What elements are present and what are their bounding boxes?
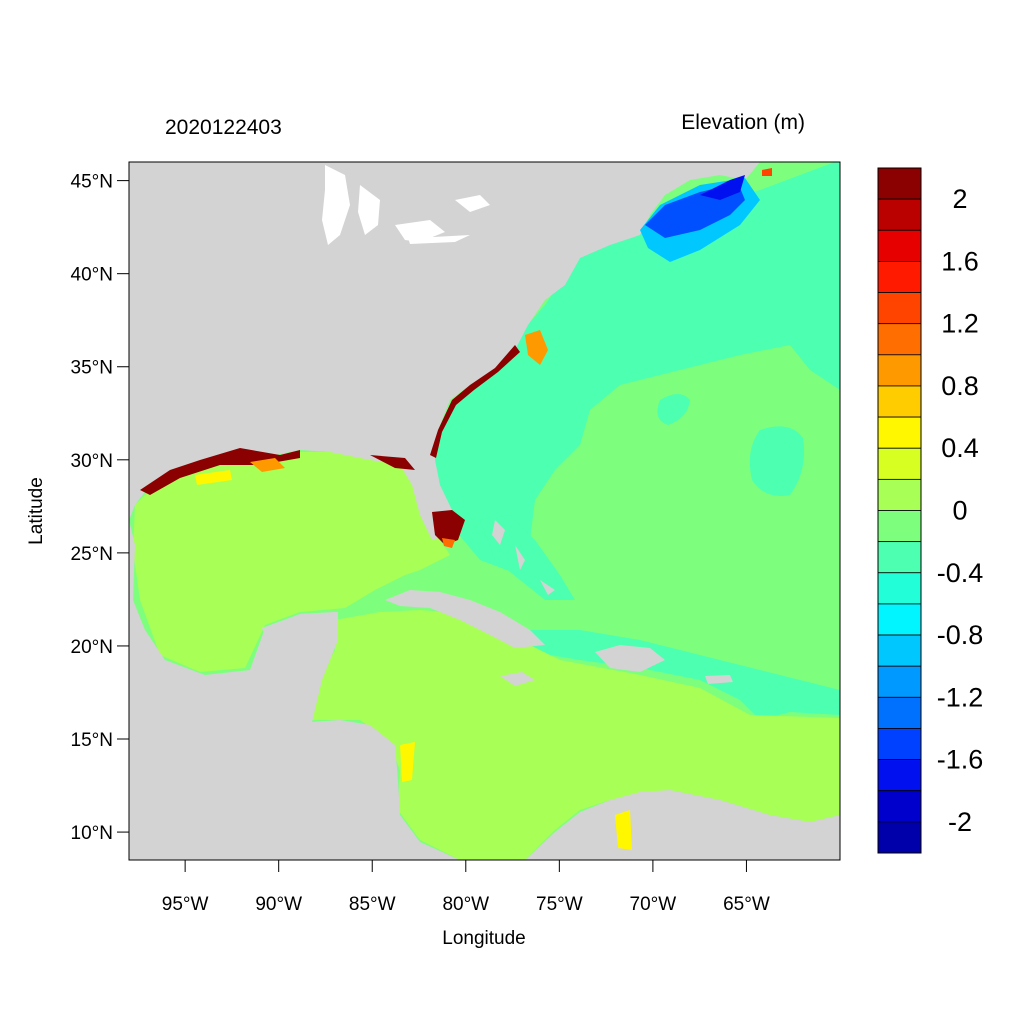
anomaly-gulf-of-maine-deep [700, 175, 745, 200]
ocean-shelf-eddy [657, 394, 690, 425]
colorbar-swatch [877, 416, 922, 449]
lat-tick-label: 40°N [71, 265, 113, 286]
colorbar-label: 0.8 [941, 371, 979, 401]
lat-tick-label: 15°N [71, 730, 113, 751]
lon-tick-label: 95°W [162, 894, 209, 915]
colorbar-label: 1.2 [941, 309, 979, 339]
colorbar-swatch [877, 198, 922, 231]
colorbar-label: 0.4 [941, 433, 979, 463]
land-cuba [385, 590, 545, 648]
land-bahamas [492, 520, 555, 595]
colorbar-label: -0.8 [937, 620, 984, 650]
colorbar-swatch [877, 354, 922, 387]
lon-tick-label: 90°W [255, 894, 302, 915]
land-jamaica [500, 672, 535, 686]
ocean-gulf-of-mexico [133, 452, 450, 672]
ocean-bahamas-banks [480, 515, 575, 600]
land-puerto-rico [705, 675, 733, 684]
colorbar-swatch [877, 510, 922, 543]
colorbar-frame [877, 167, 922, 854]
colorbar-label: 1.6 [941, 246, 979, 276]
colorbar-swatch [877, 696, 922, 729]
land-hispaniola [595, 645, 665, 672]
colorbar-label: 2 [952, 184, 967, 214]
land-north-america [129, 162, 760, 540]
colorbar-swatch [877, 790, 922, 823]
lon-tick-label: 80°W [442, 894, 489, 915]
variable-title: Elevation (m) [681, 111, 805, 134]
colorbar-swatch [877, 759, 922, 792]
lon-tick-label: 75°W [536, 894, 583, 915]
y-axis-label: Latitude [26, 477, 47, 545]
lon-tick-label: 65°W [723, 894, 770, 915]
colorbar-swatch [877, 261, 922, 293]
lat-tick-label: 45°N [71, 172, 113, 193]
colorbar-label: 0 [952, 496, 967, 526]
colorbar-swatch [877, 229, 922, 262]
longitude-axis: 95°W 90°W 85°W 80°W 75°W 70°W 65°W [162, 860, 770, 915]
colorbar-label: -1.6 [937, 745, 984, 775]
surge-louisiana [250, 458, 285, 472]
great-lakes [322, 165, 490, 245]
surge-florida [432, 510, 465, 545]
colorbar-swatch [877, 167, 922, 200]
surge-carolinas [525, 330, 548, 365]
ocean-shelf-east [749, 426, 805, 496]
lat-tick-label: 30°N [71, 451, 113, 472]
surge-east-coast-strip [430, 345, 520, 458]
colorbar-swatch [877, 821, 922, 854]
colorbar-swatch [877, 603, 922, 636]
lon-tick-label: 85°W [349, 894, 396, 915]
colorbar-label: -1.2 [937, 682, 984, 712]
colorbar-swatch [877, 634, 922, 667]
colorbar-swatch [877, 292, 922, 325]
land-south-america [525, 790, 840, 860]
lat-tick-label: 35°N [71, 358, 113, 379]
colorbar-swatch [877, 385, 922, 418]
lat-tick-label: 10°N [71, 823, 113, 844]
colorbar-label: -2 [948, 807, 972, 837]
map-frame [128, 161, 841, 861]
ocean-caribbean-sea [312, 610, 840, 860]
land [129, 162, 840, 860]
map-panel [129, 162, 840, 860]
colorbar-label: -0.4 [937, 558, 984, 588]
colorbar-swatch [877, 541, 922, 574]
latitude-axis: 45°N 40°N 35°N 30°N 25°N 20°N 15°N 10°N [71, 172, 129, 844]
lat-tick-label: 25°N [71, 544, 113, 565]
land-yucatan [262, 612, 335, 720]
ocean-shelf-region [430, 162, 840, 575]
colorbar: 2 1.6 1.2 0.8 0.4 0 -0.4 -0.8 -1.2 -1.6 -2 [877, 167, 984, 854]
colorbar-swatch [877, 728, 922, 760]
colorbar-swatch [877, 323, 922, 356]
timestamp-label: 2020122403 [165, 116, 282, 139]
lat-tick-label: 20°N [71, 637, 113, 658]
colorbar-swatch [877, 665, 922, 698]
surge-northeast [762, 168, 772, 176]
lon-tick-label: 70°W [630, 894, 677, 915]
surge-florida-tip [442, 538, 455, 548]
colorbar-swatch [877, 447, 922, 480]
colorbar-swatch [877, 478, 922, 511]
x-axis-label: Longitude [442, 928, 525, 949]
surge-big-bend [370, 455, 415, 470]
colorbar-swatch [877, 572, 922, 605]
surge-gulf-coast [140, 448, 300, 495]
